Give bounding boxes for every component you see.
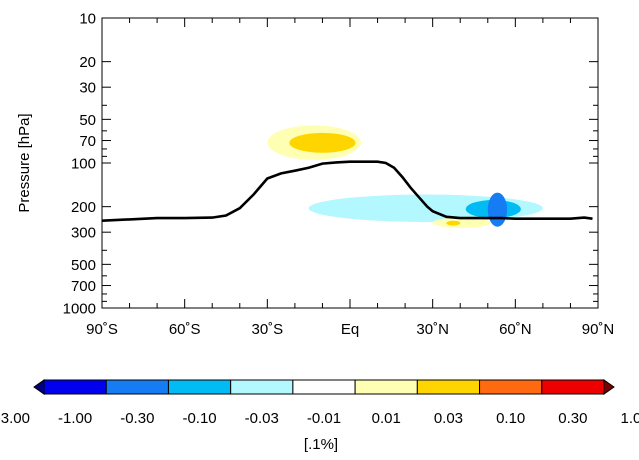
contour-region-5 [432, 217, 491, 228]
x-tick-label: 60˚N [499, 321, 532, 338]
contour-region-1 [289, 132, 356, 153]
colorbar-tick-label: -3.00 [0, 410, 30, 427]
tropopause-line [102, 160, 593, 222]
x-tick-label: 30˚S [251, 321, 283, 338]
x-tick-label: 90˚N [582, 321, 615, 338]
colorbar-arrow-left [33, 379, 45, 395]
y-tick-label: 700 [71, 278, 96, 295]
y-tick-label: 10 [79, 11, 96, 28]
colorbar-swatch [479, 379, 543, 395]
x-tick-label: 90˚S [86, 321, 118, 338]
colorbar-tick-label: -0.10 [182, 410, 216, 427]
colorbar-swatch [416, 379, 481, 395]
contour-region-4 [487, 192, 508, 227]
colorbar-swatch [292, 379, 356, 395]
colorbar-tick-label: -0.03 [245, 410, 279, 427]
colorbar-swatch [43, 379, 107, 395]
colorbar-tick-label: 0.30 [558, 410, 587, 427]
y-tick-label: 500 [71, 257, 96, 274]
contour-region-6 [446, 220, 461, 226]
colorbar-tick-label: 0.10 [496, 410, 525, 427]
colorbar-tick-label: -1.00 [58, 410, 92, 427]
y-tick-label: 30 [79, 80, 96, 97]
colorbar-tick-label: 0.01 [372, 410, 401, 427]
y-axis: 10 20 30 50 70 100 200 300 500 700 1000 [63, 11, 598, 318]
colorbar: -3.00 -1.00 -0.30 -0.10 -0.03 -0.01 0.01 0.03 0.… [0, 379, 639, 427]
y-tick-label: 20 [79, 54, 96, 71]
plot-frame [101, 17, 599, 309]
colorbar-swatch [105, 379, 169, 395]
x-tick-label: 30˚N [416, 321, 449, 338]
y-tick-label: 300 [71, 225, 96, 242]
y-axis-label: Pressure [hPa] [16, 113, 33, 212]
y-tick-label: 1000 [63, 301, 96, 318]
colorbar-swatch [167, 379, 232, 395]
colorbar-arrow-right [603, 379, 615, 395]
y-tick-label: 70 [79, 133, 96, 150]
colorbar-tick-label: -0.30 [120, 410, 154, 427]
y-tick-label: 50 [79, 112, 96, 129]
colorbar-swatch [541, 379, 605, 395]
colorbar-tick-label: 1.00 [621, 410, 639, 427]
colorbar-swatch [230, 379, 294, 395]
x-tick-label: 60˚S [169, 321, 201, 338]
colorbar-label: [.1%] [304, 436, 338, 453]
x-tick-label: Eq [341, 321, 359, 338]
y-tick-label: 100 [71, 156, 96, 173]
colorbar-tick-label: 0.03 [434, 410, 463, 427]
colorbar-tick-label: -0.01 [307, 410, 341, 427]
colorbar-swatch [354, 379, 418, 395]
y-tick-label: 200 [71, 199, 96, 216]
x-axis: 90˚S 60˚S 30˚S Eq 30˚N 60˚N 90˚N [86, 18, 614, 338]
